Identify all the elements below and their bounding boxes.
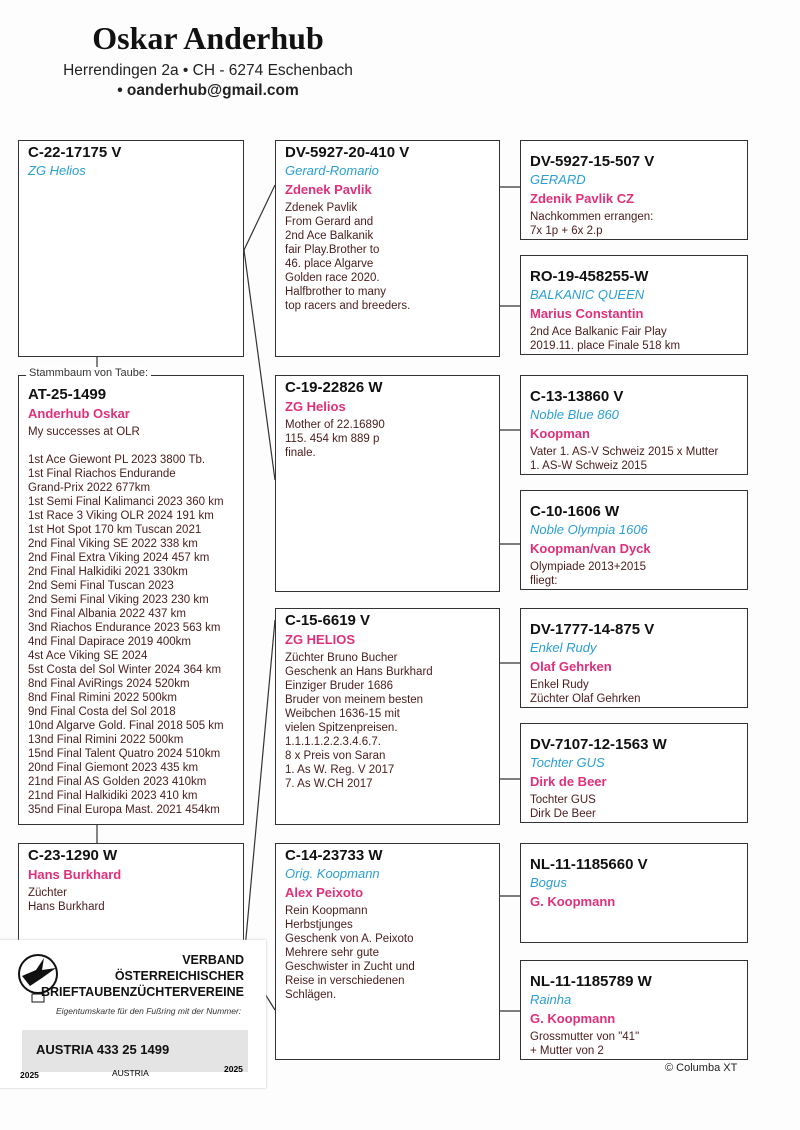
ring-number: DV-5927-20-410 V xyxy=(285,144,410,161)
pigeon-name: Noble Olympia 1606 xyxy=(530,522,648,537)
copyright: © Columba XT xyxy=(665,1062,738,1074)
pigeon-notes: Vater 1. AS-V Schweiz 2015 x Mutter 1. A… xyxy=(530,446,719,472)
org-line-1: VERBAND xyxy=(182,953,244,967)
breeder-name: Alex Peixoto xyxy=(285,885,364,900)
breeder-name: G. Koopmann xyxy=(530,894,616,909)
ring-number: DV-5927-15-507 V xyxy=(530,153,655,170)
gen3-box: C-10-1606 W Noble Olympia 1606 Koopman/van… xyxy=(520,490,748,590)
gen2-box: C-15-6619 V ZG HELIOS Züchter Bruno Bucher… xyxy=(275,608,500,825)
breeder-name: Koopman/van Dyck xyxy=(530,541,651,556)
pigeon-notes: Nachkommen errangen: 7x 1p + 6x 2.p xyxy=(530,211,654,237)
pigeon-notes: Rein Koopmann Herbstjunges Geschenk von … xyxy=(285,905,415,1001)
card-year-right: 2025 xyxy=(224,1064,243,1074)
gen2-box: C-19-22826 W ZG Helios Mother of 22.16890 … xyxy=(275,375,500,592)
ring-number: C-10-1606 W xyxy=(530,503,620,520)
gen3-box: DV-5927-15-507 V GERARD Zdenik Pavlik CZ Na… xyxy=(520,140,748,240)
ring-number: AT-25-1499 xyxy=(28,386,107,403)
connector-sire-mother xyxy=(243,249,276,481)
pigeon-notes: My successes at OLR 1st Ace Giewont PL 2… xyxy=(28,426,224,816)
ring-ownership-card: VERBAND ÖSTERREICHISCHER BRIEFTAUBENZÜCH… xyxy=(0,940,266,1088)
ring-number: C-19-22826 W xyxy=(285,379,383,396)
breeder-email: • oanderhub@gmail.com xyxy=(117,82,299,99)
pigeon-notes: Tochter GUS Dirk De Beer xyxy=(530,794,596,820)
ring-number: DV-1777-14-875 V xyxy=(530,621,655,638)
verband-logo-icon xyxy=(18,954,58,1003)
gen2-box: C-14-23733 W Orig. Koopmann Alex Peixoto Re… xyxy=(275,843,500,1060)
pigeon-name: Enkel Rudy xyxy=(530,640,597,655)
breeder-name: Marius Constantin xyxy=(530,306,644,321)
pigeon-notes: Mother of 22.16890 115. 454 km 889 p fin… xyxy=(285,419,385,459)
ring-number: DV-7107-12-1563 W xyxy=(530,736,667,753)
ring-number: NL-11-1185660 V xyxy=(530,856,648,873)
ring-number: AUSTRIA 433 25 1499 xyxy=(36,1042,170,1057)
breeder-name: Anderhub Oskar xyxy=(28,406,130,421)
breeder-name: Oskar Anderhub xyxy=(92,20,324,56)
breeder-name: Koopman xyxy=(530,426,590,441)
pigeon-notes: Züchter Bruno Bucher Geschenk an Hans Bu… xyxy=(285,652,433,790)
gen3-box: NL-11-1185789 W Rainha G. Koopmann Grossmut… xyxy=(520,960,748,1060)
gen3-box: C-13-13860 V Noble Blue 860 Koopman Vater 1… xyxy=(520,375,748,475)
pigeon-name: Gerard-Romario xyxy=(285,163,379,178)
pigeon-notes: Enkel Rudy Züchter Olaf Gehrken xyxy=(530,679,641,705)
pigeon-notes: Zdenek Pavlik From Gerard and 2nd Ace Ba… xyxy=(285,202,411,312)
gen2-box: DV-5927-20-410 V Gerard-Romario Zdenek Pav… xyxy=(275,140,500,357)
org-line-3: BRIEFTAUBENZÜCHTERVEREINE xyxy=(40,985,244,999)
pigeon-name: Noble Blue 860 xyxy=(530,407,619,422)
sire-box: C-22-17175 V ZG Helios xyxy=(18,140,244,357)
gen3-box: RO-19-458255-W BALKANIC QUEEN Marius Const… xyxy=(520,255,748,355)
pigeon-name: Tochter GUS xyxy=(530,755,605,770)
breeder-name: Zdenik Pavlik CZ xyxy=(530,191,635,206)
ring-number: C-14-23733 W xyxy=(285,847,383,864)
pigeon-notes: 2nd Ace Balkanic Fair Play 2019.11. plac… xyxy=(530,326,681,352)
pigeon-name: GERARD xyxy=(530,172,586,187)
pigeon-notes: Züchter Hans Burkhard xyxy=(28,887,105,913)
breeder-name: Zdenek Pavlik xyxy=(285,182,372,197)
pigeon-notes: Grossmutter von "41" + Mutter von 2 xyxy=(530,1031,640,1057)
pigeon-name: Bogus xyxy=(530,875,567,890)
breeder-name: G. Koopmann xyxy=(530,1011,616,1026)
ring-number: C-22-17175 V xyxy=(28,144,122,161)
gen3-box: DV-7107-12-1563 W Tochter GUS Dirk de Beer… xyxy=(520,723,748,823)
connector-sire-father xyxy=(243,184,276,251)
org-line-2: ÖSTERREICHISCHER xyxy=(114,969,244,983)
breeder-address: Herrendingen 2a • CH - 6274 Eschenbach xyxy=(63,62,353,79)
breeder-name: ZG HELIOS xyxy=(285,632,356,647)
pigeon-name: Rainha xyxy=(530,992,572,1007)
card-country: AUSTRIA xyxy=(112,1068,149,1078)
card-year-left: 2025 xyxy=(20,1070,39,1080)
subject-label: Stammbaum von Taube: xyxy=(26,367,152,379)
pigeon-notes: Olympiade 2013+2015 fliegt: xyxy=(530,561,647,587)
ring-number-bar xyxy=(22,1030,248,1072)
pigeon-name: Orig. Koopmann xyxy=(285,866,380,881)
pigeon-name: ZG Helios xyxy=(28,163,86,178)
connector-dam-father xyxy=(243,619,276,961)
gen3-box: DV-1777-14-875 V Enkel Rudy Olaf Gehrken En… xyxy=(520,608,748,708)
card-subtitle: Eigentumskarte für den Fußring mit der N… xyxy=(56,1006,242,1016)
ring-number: C-15-6619 V xyxy=(285,612,371,629)
breeder-name: Dirk de Beer xyxy=(530,774,607,789)
breeder-name: Olaf Gehrken xyxy=(530,659,612,674)
breeder-name: ZG Helios xyxy=(285,399,346,414)
subject-box: AT-25-1499 Anderhub Oskar My successes at … xyxy=(18,375,244,825)
ring-number: RO-19-458255-W xyxy=(530,268,649,285)
pigeon-name: BALKANIC QUEEN xyxy=(530,287,645,302)
ring-number: C-13-13860 V xyxy=(530,388,624,405)
ring-number: C-23-1290 W xyxy=(28,847,118,864)
breeder-name: Hans Burkhard xyxy=(28,867,122,882)
ring-number: NL-11-1185789 W xyxy=(530,973,652,990)
gen3-box: NL-11-1185660 V Bogus G. Koopmann xyxy=(520,843,748,943)
